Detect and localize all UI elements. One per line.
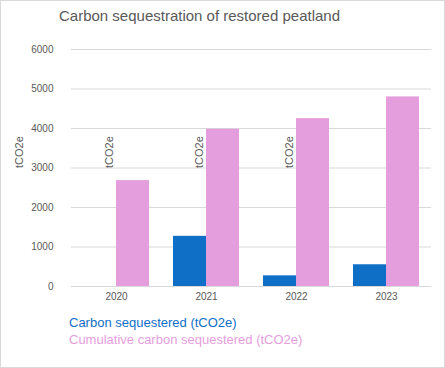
svg-text:3000: 3000 (31, 162, 54, 173)
svg-text:4000: 4000 (31, 123, 54, 134)
svg-text:2022: 2022 (285, 291, 308, 302)
svg-text:6000: 6000 (31, 44, 54, 55)
svg-text:2023: 2023 (375, 291, 398, 302)
html-text:Carbon sequestered (tCO2e): Carbon sequestered (tCO2e) (69, 315, 237, 330)
svg-text:tCO2e: tCO2e (283, 136, 295, 168)
svg-text:1000: 1000 (31, 241, 54, 252)
svg-text:tCO2e: tCO2e (13, 136, 25, 168)
svg-text:tCO2e: tCO2e (103, 136, 115, 168)
svg-text:2021: 2021 (195, 291, 218, 302)
html-text:Carbon sequestration of restor: Carbon sequestration of restored peatlan… (59, 7, 340, 24)
html-text:Cumulative carbon sequestered: Cumulative carbon sequestered (tCO2e) (69, 332, 303, 347)
svg-text:2000: 2000 (31, 202, 54, 213)
svg-text:0: 0 (48, 281, 54, 292)
svg-text:5000: 5000 (31, 83, 54, 94)
svg-text:tCO2e: tCO2e (193, 136, 205, 168)
svg-text:2020: 2020 (105, 291, 128, 302)
